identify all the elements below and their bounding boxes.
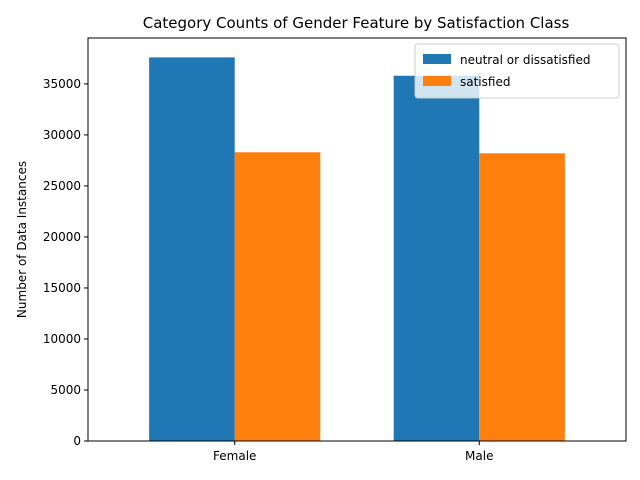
y-tick-label: 35000 <box>43 77 81 91</box>
plot-frame <box>87 37 627 442</box>
y-tick-label: 20000 <box>43 230 81 244</box>
bar-male-series-0 <box>393 75 480 442</box>
x-tick-label-male: Male <box>465 449 493 463</box>
bar-male-series-1 <box>479 153 565 441</box>
x-tick-label-female: Female <box>213 449 256 463</box>
y-axis: 0 5000 10000 15000 20000 25000 30000 35000 <box>43 77 88 448</box>
y-tick-label: 10000 <box>43 332 81 346</box>
legend: neutral or dissatisfied satisfied <box>414 43 620 99</box>
bars-group <box>149 57 565 442</box>
y-tick-label: 0 <box>73 434 81 448</box>
x-axis: Female Male <box>213 441 493 463</box>
legend-swatch-1 <box>423 76 451 86</box>
legend-swatch-0 <box>423 54 451 64</box>
y-axis-label: Number of Data Instances <box>15 161 29 318</box>
legend-frame <box>414 43 620 99</box>
y-tick-label: 25000 <box>43 179 81 193</box>
y-tick-label: 30000 <box>43 128 81 142</box>
chart-title: Category Counts of Gender Feature by Sat… <box>143 14 570 32</box>
legend-label-1: satisfied <box>460 75 510 89</box>
y-tick-label: 15000 <box>43 281 81 295</box>
bar-female-series-1 <box>234 152 321 441</box>
bar-female-series-0 <box>149 57 235 441</box>
y-tick-label: 5000 <box>50 383 81 397</box>
legend-label-0: neutral or dissatisfied <box>460 53 590 67</box>
